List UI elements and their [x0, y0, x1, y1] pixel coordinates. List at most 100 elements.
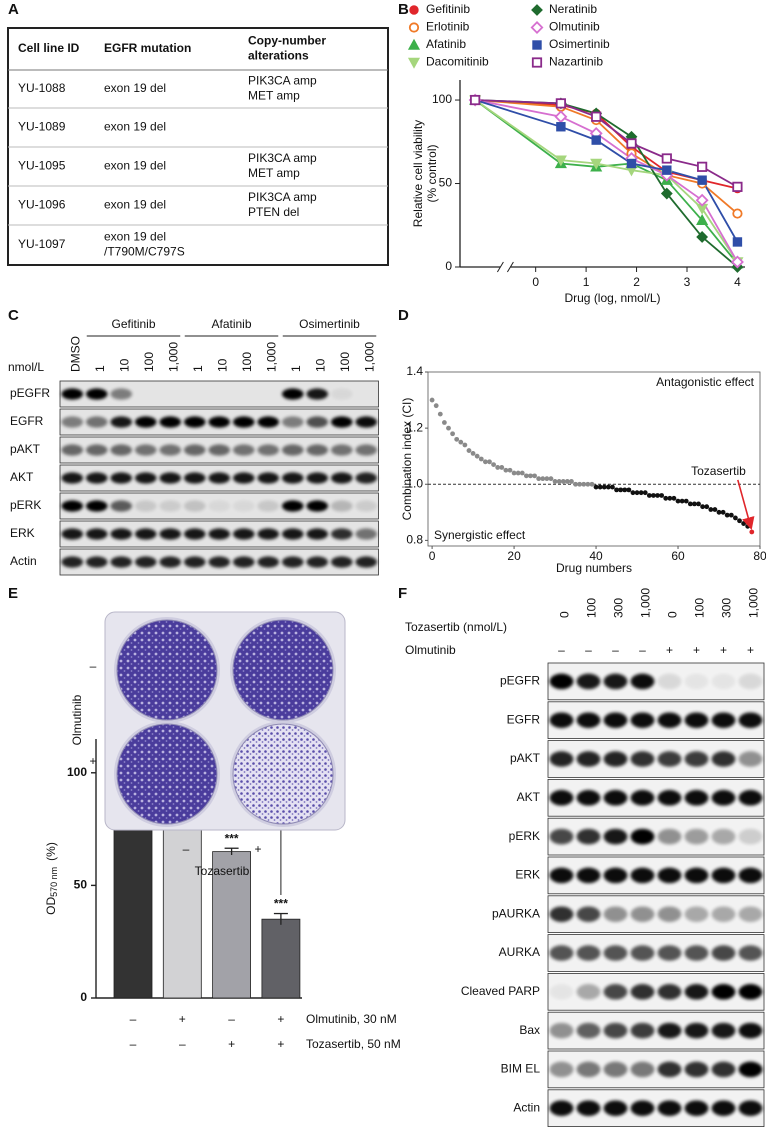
treatment-sign: – — [130, 1012, 137, 1026]
dose-label: 100 — [338, 352, 352, 372]
band — [281, 528, 304, 540]
band — [330, 556, 353, 568]
band — [85, 444, 108, 456]
data-point — [724, 512, 730, 518]
significance: *** — [274, 897, 288, 911]
y-axis-label-main: OD — [44, 897, 58, 915]
data-point — [741, 521, 747, 526]
band — [576, 712, 601, 728]
data-point — [466, 448, 472, 453]
data-point — [700, 504, 706, 510]
band — [183, 472, 206, 484]
band — [576, 945, 601, 961]
data-point — [515, 470, 521, 476]
band — [630, 790, 655, 806]
cotreatment-sign: – — [639, 643, 646, 657]
panel-label: A — [8, 1, 19, 18]
legend-marker — [532, 40, 542, 50]
treatment-sign: + — [179, 1012, 186, 1026]
data-point — [499, 465, 505, 470]
band — [657, 751, 682, 767]
dose-label: 1,000 — [362, 342, 376, 372]
band — [711, 712, 736, 728]
legend-label: Dacomitinib — [426, 55, 489, 69]
table-cell: YU-1088 — [18, 81, 66, 95]
data-point — [687, 501, 693, 507]
band — [281, 556, 304, 568]
series-line — [475, 99, 738, 190]
band — [183, 500, 206, 512]
data-point — [478, 456, 484, 462]
data-point — [733, 515, 738, 521]
band — [657, 1100, 682, 1116]
band — [711, 1100, 736, 1116]
treatment-label: Tozasertib (nmol/L) — [405, 620, 507, 634]
band — [159, 556, 182, 568]
band — [738, 1022, 763, 1039]
band — [208, 444, 231, 456]
band — [330, 388, 353, 400]
band — [738, 906, 763, 922]
treatment-label: Olmutinib, 30 nM — [306, 1012, 397, 1026]
panel-label: C — [8, 307, 19, 324]
y-axis-label-sub: 570 nm — [49, 867, 59, 897]
col-factor: Tozasertib — [195, 864, 250, 878]
table-cell: exon 19 del — [104, 198, 166, 212]
band — [738, 1061, 763, 1078]
y-axis-label: OD570 nm (%) — [44, 842, 59, 915]
band — [306, 528, 329, 540]
band — [85, 388, 108, 400]
band — [281, 472, 304, 484]
band — [61, 528, 84, 540]
band — [183, 416, 206, 428]
data-point — [732, 208, 743, 219]
x-axis-label: Drug numbers — [556, 561, 632, 575]
row-label: AKT — [517, 790, 541, 804]
row-label: EGFR — [10, 414, 44, 428]
row-label: pAURKA — [492, 906, 540, 920]
data-point — [716, 509, 722, 515]
dose-label: 300 — [612, 598, 626, 618]
legend-label: Osimertinib — [549, 37, 610, 51]
y-axis-label: Combination index (CI) — [400, 398, 414, 521]
dose-label: 300 — [720, 598, 734, 618]
table-cell: exon 19 del — [104, 81, 166, 95]
band — [110, 444, 133, 456]
table-cell: exon 19 del — [104, 230, 166, 244]
panel-label: D — [398, 307, 409, 324]
y-tick-label: 0 — [80, 990, 87, 1004]
x-tick-label: 60 — [671, 549, 685, 563]
data-point — [441, 420, 447, 425]
blot-strip — [59, 380, 379, 408]
band — [603, 1100, 628, 1116]
data-point — [523, 473, 529, 479]
band — [281, 388, 304, 400]
band — [684, 828, 709, 845]
cotreatment-sign: + — [666, 643, 673, 657]
band — [576, 867, 601, 884]
cotreatment-sign: – — [585, 643, 592, 657]
band — [110, 388, 133, 400]
y-axis-label: Relative cell viability — [411, 120, 425, 227]
data-point — [446, 425, 451, 431]
data-point — [555, 98, 566, 109]
data-point — [532, 473, 537, 479]
row-label: ERK — [515, 868, 540, 882]
data-point — [552, 479, 558, 484]
table-header: Copy-number — [248, 34, 326, 48]
band — [738, 867, 763, 884]
table-cell: PIK3CA amp — [248, 190, 317, 204]
dose-label: 1,000 — [264, 342, 278, 372]
band — [208, 472, 231, 484]
y-axis-label: (% control) — [425, 144, 439, 202]
band — [630, 673, 655, 690]
row-label: pERK — [509, 829, 540, 843]
band — [85, 416, 108, 428]
band — [61, 416, 84, 428]
table-cell: YU-1097 — [18, 237, 66, 251]
band — [355, 500, 378, 512]
dose-label: 1,000 — [747, 588, 761, 618]
data-point — [573, 481, 578, 487]
table-cell: /T790M/C797S — [104, 245, 185, 259]
